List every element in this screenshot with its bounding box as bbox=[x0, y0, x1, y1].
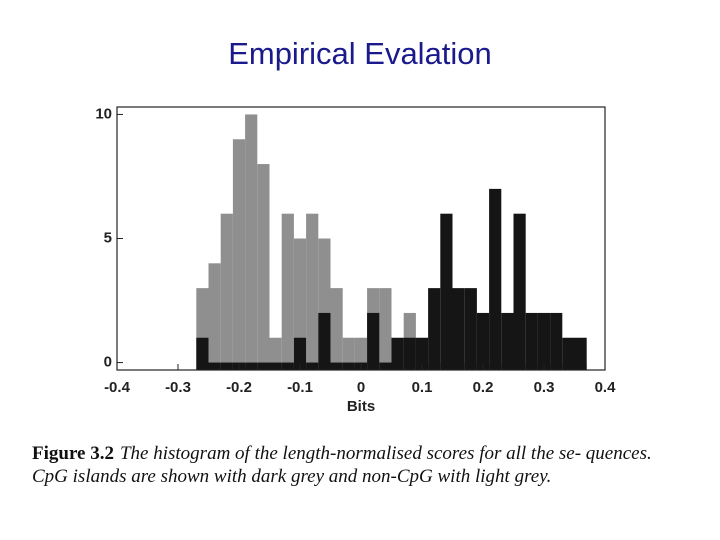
bar bbox=[550, 312, 563, 370]
x-tick-label: -0.3 bbox=[165, 379, 191, 396]
bar bbox=[208, 362, 221, 370]
bar bbox=[257, 164, 270, 370]
bar bbox=[330, 288, 343, 370]
x-axis-label: Bits bbox=[347, 398, 375, 415]
bar bbox=[574, 337, 587, 370]
bar bbox=[342, 337, 355, 370]
bar bbox=[476, 312, 490, 370]
bar bbox=[232, 139, 246, 370]
bar bbox=[245, 362, 258, 370]
bar bbox=[501, 312, 514, 370]
x-tick-label: 0.2 bbox=[473, 379, 494, 396]
bar bbox=[318, 312, 331, 370]
bar bbox=[196, 337, 209, 370]
bar bbox=[440, 213, 453, 370]
bar bbox=[379, 362, 392, 370]
bar bbox=[403, 337, 416, 370]
bar bbox=[220, 213, 233, 370]
x-tick-label: 0 bbox=[357, 379, 365, 396]
y-tick-label: 10 bbox=[95, 105, 112, 122]
bar bbox=[428, 288, 441, 370]
bar bbox=[293, 337, 307, 370]
bar bbox=[281, 362, 294, 370]
bar bbox=[489, 188, 502, 370]
bar bbox=[281, 213, 294, 370]
bar bbox=[306, 213, 319, 370]
bar bbox=[379, 288, 392, 370]
bar bbox=[354, 337, 368, 370]
slide-title: Empirical Evalation bbox=[228, 36, 492, 71]
bar bbox=[367, 312, 380, 370]
x-tick-label: 0.1 bbox=[412, 379, 433, 396]
y-tick-label: 0 bbox=[104, 354, 112, 371]
bar bbox=[513, 213, 526, 370]
bar bbox=[257, 362, 270, 370]
x-tick-label: -0.4 bbox=[104, 379, 131, 396]
bar bbox=[452, 288, 465, 370]
x-tick-label: 0.4 bbox=[595, 379, 617, 396]
bar bbox=[269, 337, 282, 370]
bar bbox=[464, 288, 477, 370]
y-tick-label: 5 bbox=[104, 229, 112, 246]
bar bbox=[562, 337, 575, 370]
bar bbox=[220, 362, 233, 370]
x-tick-label: -0.2 bbox=[226, 379, 252, 396]
bar bbox=[415, 337, 429, 370]
bar bbox=[306, 362, 319, 370]
bar bbox=[342, 362, 355, 370]
bar bbox=[525, 312, 538, 370]
bar bbox=[208, 263, 221, 370]
bar bbox=[245, 114, 258, 371]
x-tick-label: 0.3 bbox=[534, 379, 555, 396]
caption-label: Figure 3.2 bbox=[32, 443, 114, 464]
bar bbox=[269, 362, 282, 370]
bar bbox=[293, 238, 307, 370]
caption: Figure 3.2 The histogram of the length-no… bbox=[32, 442, 682, 488]
caption-text: The histogram of the length-normalised s… bbox=[32, 443, 652, 487]
chart: 0 5 10 -0.4 -0.3 -0.2 -0.1 0 0.1 0.2 0.3 0.4 Bits bbox=[95, 105, 617, 415]
bar bbox=[537, 312, 551, 370]
bar bbox=[330, 362, 343, 370]
x-tick-label: -0.1 bbox=[287, 379, 313, 396]
bar bbox=[391, 337, 404, 370]
